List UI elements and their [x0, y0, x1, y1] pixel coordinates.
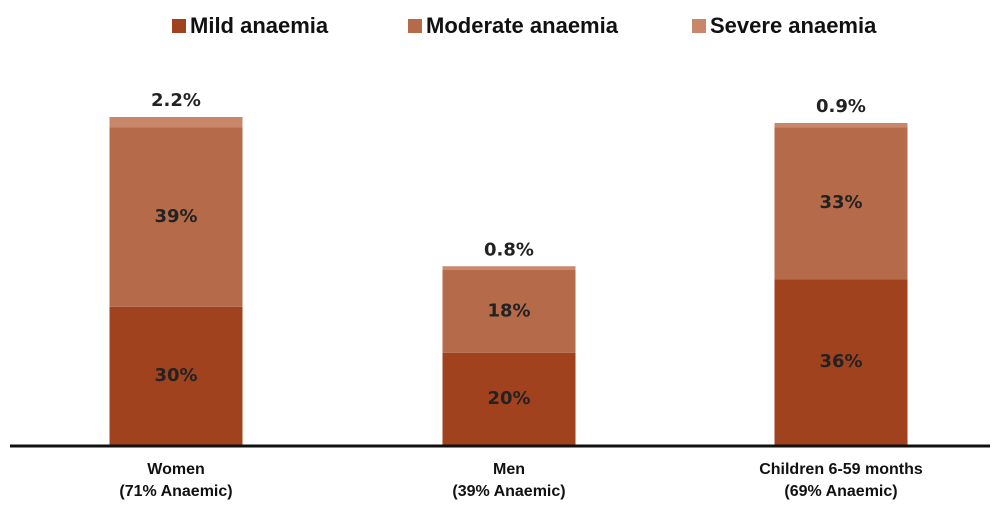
value-label: 30%: [154, 365, 197, 386]
value-label: 0.9%: [816, 96, 866, 117]
value-label: 2.2%: [151, 90, 201, 111]
bar-segment: [109, 306, 243, 445]
value-label: 36%: [819, 351, 862, 372]
value-label: 20%: [487, 388, 530, 409]
legend-label: Moderate anaemia: [426, 13, 619, 38]
x-tick-label: Children 6-59 months (69% Anaemic): [759, 461, 923, 500]
bar-segment: [442, 266, 576, 270]
bar-segment: [109, 127, 243, 307]
bar-segment: [774, 127, 908, 280]
legend-swatch: [172, 19, 186, 33]
legend-swatch: [692, 19, 706, 33]
legend-label: Severe anaemia: [710, 13, 877, 38]
bar-segment: [442, 352, 576, 445]
bar-segment: [774, 122, 908, 128]
bar-segment: [442, 269, 576, 353]
x-tick-label: Women (71% Anaemic): [119, 461, 232, 500]
value-label: 0.8%: [484, 239, 534, 260]
value-label: 39%: [154, 206, 197, 227]
legend-label: Mild anaemia: [190, 13, 329, 38]
value-label: 18%: [487, 300, 530, 321]
bar-segment: [109, 117, 243, 128]
value-label: 33%: [819, 192, 862, 213]
legend-swatch: [408, 19, 422, 33]
bar-segment: [774, 279, 908, 445]
x-tick-label: Men (39% Anaemic): [452, 461, 565, 500]
